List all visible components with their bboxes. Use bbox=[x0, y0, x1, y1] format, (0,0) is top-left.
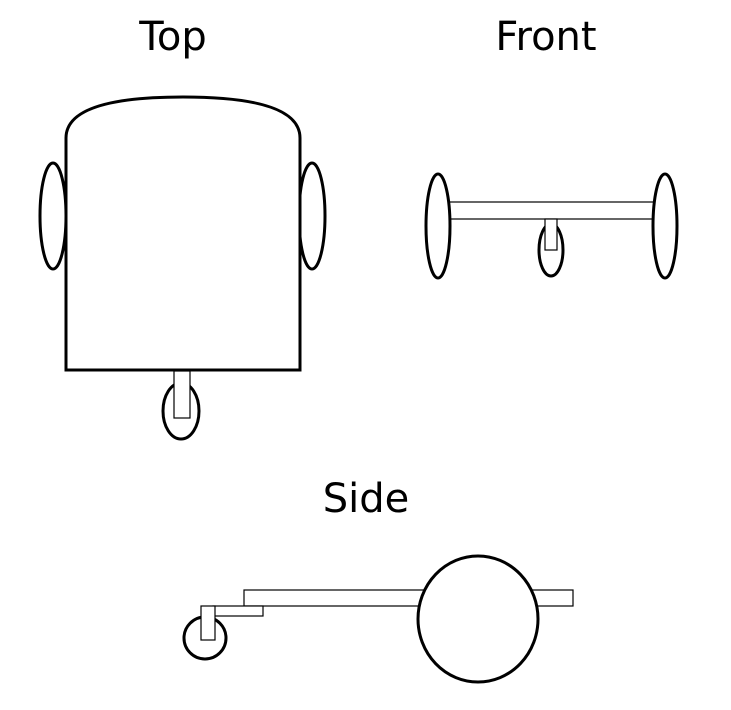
top-caster-mount bbox=[173, 370, 191, 419]
side-caster-arm bbox=[212, 605, 264, 617]
side-caster-mount bbox=[200, 605, 216, 641]
front-axle-bar bbox=[448, 201, 656, 220]
side-view-title: Side bbox=[323, 476, 410, 522]
front-view-title: Front bbox=[495, 14, 596, 60]
front-right-wheel bbox=[651, 172, 679, 280]
top-left-wheel bbox=[38, 161, 68, 271]
top-chassis-body bbox=[64, 95, 302, 372]
top-right-wheel bbox=[297, 161, 327, 271]
front-caster-mount bbox=[544, 218, 558, 251]
front-left-wheel bbox=[424, 172, 452, 280]
side-main-wheel bbox=[416, 554, 540, 684]
front-view: Front bbox=[424, 14, 679, 280]
side-view: Side bbox=[182, 476, 574, 684]
top-view: Top bbox=[38, 14, 327, 441]
top-view-title: Top bbox=[138, 14, 207, 60]
